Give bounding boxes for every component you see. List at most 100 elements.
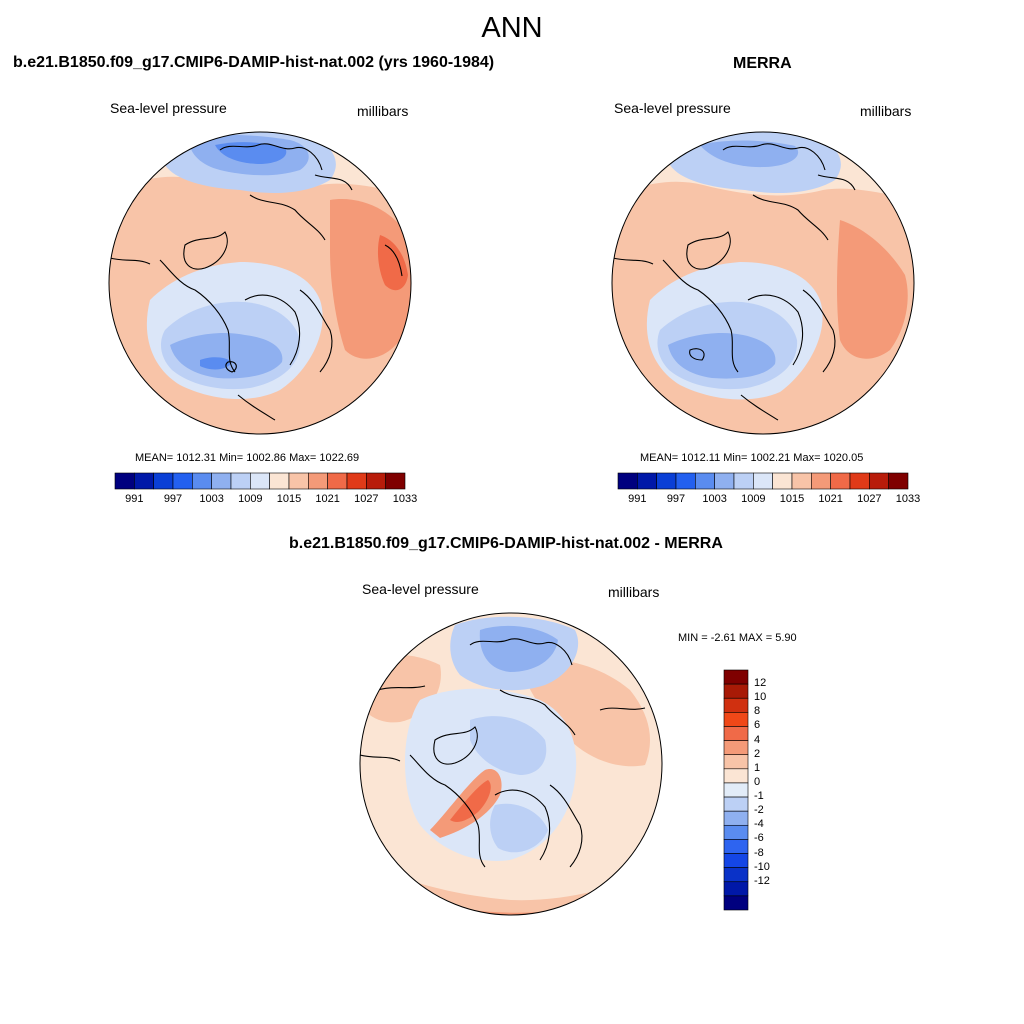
panel3-colorbar-box [723,810,749,826]
panel1-colorbar-box [192,472,212,490]
panel3-stats: MIN = -2.61 MAX = 5.90 [678,632,797,644]
panel2-colorbar-box [772,472,793,490]
panel1-colorbar-box [230,472,251,490]
panel1-colorbar-box [288,472,309,490]
panel1-colorbar-tick-label: 1015 [276,493,302,505]
panel3-colorbar-box [723,796,749,812]
panel2-colorbar-box [830,472,851,490]
panel3-colorbar-tick-label: -4 [754,818,764,831]
panel2-colorbar [617,472,909,490]
panel1-colorbar [114,472,406,490]
panel1-colorbar-box [250,472,270,490]
panel1-colorbar-tick-label: 1033 [392,493,418,505]
panel3-colorbar-box [723,853,749,868]
panel3-map-border [359,612,663,916]
panel3-map [360,613,662,915]
panel3-colorbar-box [723,768,749,784]
panel2-right-label: millibars [860,103,912,119]
panel3-colorbar-tick-label: 4 [754,733,761,746]
panel2-colorbar-box [753,472,773,490]
panel3-colorbar-tick-label: -10 [754,860,770,873]
panel1-colorbar-box [308,472,328,490]
panel3-right-label: millibars [608,584,660,600]
panel2-left-label: Sea-level pressure [614,100,731,116]
panel2-colorbar-box [811,472,831,490]
panel3-colorbar-tick-label: 8 [754,705,761,718]
panel3-colorbar-box [723,712,749,727]
panel2-colorbar-box [675,472,696,490]
panel2-colorbar-tick-label: 1015 [779,493,805,505]
panel2-colorbar-box [695,472,715,490]
panel1-colorbar-box [134,472,154,490]
panel1-stats: MEAN= 1012.31 Min= 1002.86 Max= 1022.69 [135,452,360,464]
panel1-colorbar-box [366,472,386,490]
panel3-colorbar-box [723,881,749,897]
panel1-colorbar-box [385,472,406,490]
panel3-colorbar-box [723,895,749,911]
panel3-colorbar-tick-label: 0 [754,775,761,788]
panel2-title: MERRA [733,55,792,72]
panel2-colorbar-box [656,472,677,490]
panel1-colorbar-tick-label: 1027 [354,493,379,505]
panel1-colorbar-tick-label: 1003 [199,493,224,505]
panel1-map [109,132,411,434]
panel3-left-label: Sea-level pressure [362,581,479,597]
panel3-colorbar-box [723,740,749,756]
panel3-colorbar-box [723,824,749,840]
panel2-map-border [611,131,915,435]
panel2-colorbar-tick-label: 1027 [857,493,882,505]
panel2-colorbar-box [791,472,812,490]
panel2-colorbar-tick-label: 997 [666,493,686,505]
panel2-map [612,132,914,434]
panel1-colorbar-box [211,472,232,490]
panel3-colorbar-box [723,782,749,798]
panel1-colorbar-box [172,472,193,490]
main-title: ANN [481,12,543,44]
panel2-colorbar-box [617,472,638,490]
panel3-colorbar [723,669,749,911]
panel2-colorbar-box [733,472,754,490]
panel3-colorbar-tick-label: 12 [754,677,767,690]
panel3-colorbar-tick-label: 2 [754,747,761,760]
panel2-colorbar-tick-label: 1003 [702,493,727,505]
panel1-colorbar-box [114,472,135,490]
panel1-colorbar-box [153,472,174,490]
panel3-colorbar-box [723,754,749,770]
panel1-right-label: millibars [357,103,409,119]
panel2-colorbar-tick-label: 1021 [818,493,843,505]
panel3-colorbar-box [723,839,749,854]
panel3-colorbar-box [723,697,749,713]
panel3-colorbar-tick-label: -12 [754,874,770,887]
panel2-colorbar-box [637,472,657,490]
panel1-colorbar-box [346,472,367,490]
panel2-colorbar-box [888,472,909,490]
panel3-colorbar-box [723,683,749,699]
panel3-colorbar-box [723,726,749,741]
panel3-colorbar-tick-label: 1 [754,761,761,774]
panel1-colorbar-tick-label: 997 [163,493,183,505]
panel1-colorbar-box [327,472,348,490]
panel3-colorbar-tick-label: -2 [754,804,764,817]
panel2-stats: MEAN= 1012.11 Min= 1002.21 Max= 1020.05 [640,452,864,464]
panel2-colorbar-tick-label: 1009 [741,493,766,505]
panel3-colorbar-tick-label: -6 [754,832,764,845]
panel3-colorbar-tick-label: -8 [754,846,764,859]
panel2-colorbar-tick-label: 991 [628,493,647,505]
panel3-colorbar-tick-label: 6 [754,719,761,732]
panel3-title: b.e21.B1850.f09_g17.CMIP6-DAMIP-hist-nat… [289,535,723,552]
panel2-colorbar-box [869,472,889,490]
panel1-map-border [108,131,412,435]
panel3-colorbar-box [723,867,749,883]
panel1-colorbar-box [269,472,290,490]
panel1-title: b.e21.B1850.f09_g17.CMIP6-DAMIP-hist-nat… [13,54,495,71]
panel2-colorbar-box [849,472,870,490]
panel1-colorbar-tick-label: 991 [125,493,144,505]
panel1-left-label: Sea-level pressure [110,100,227,116]
panel3-colorbar-box [723,669,749,685]
panel1-colorbar-tick-label: 1009 [238,493,263,505]
panel3-colorbar-tick-label: 10 [754,691,767,704]
panel3-colorbar-tick-label: -1 [754,790,764,803]
panel2-colorbar-box [714,472,735,490]
panel2-colorbar-tick-label: 1033 [895,493,921,505]
